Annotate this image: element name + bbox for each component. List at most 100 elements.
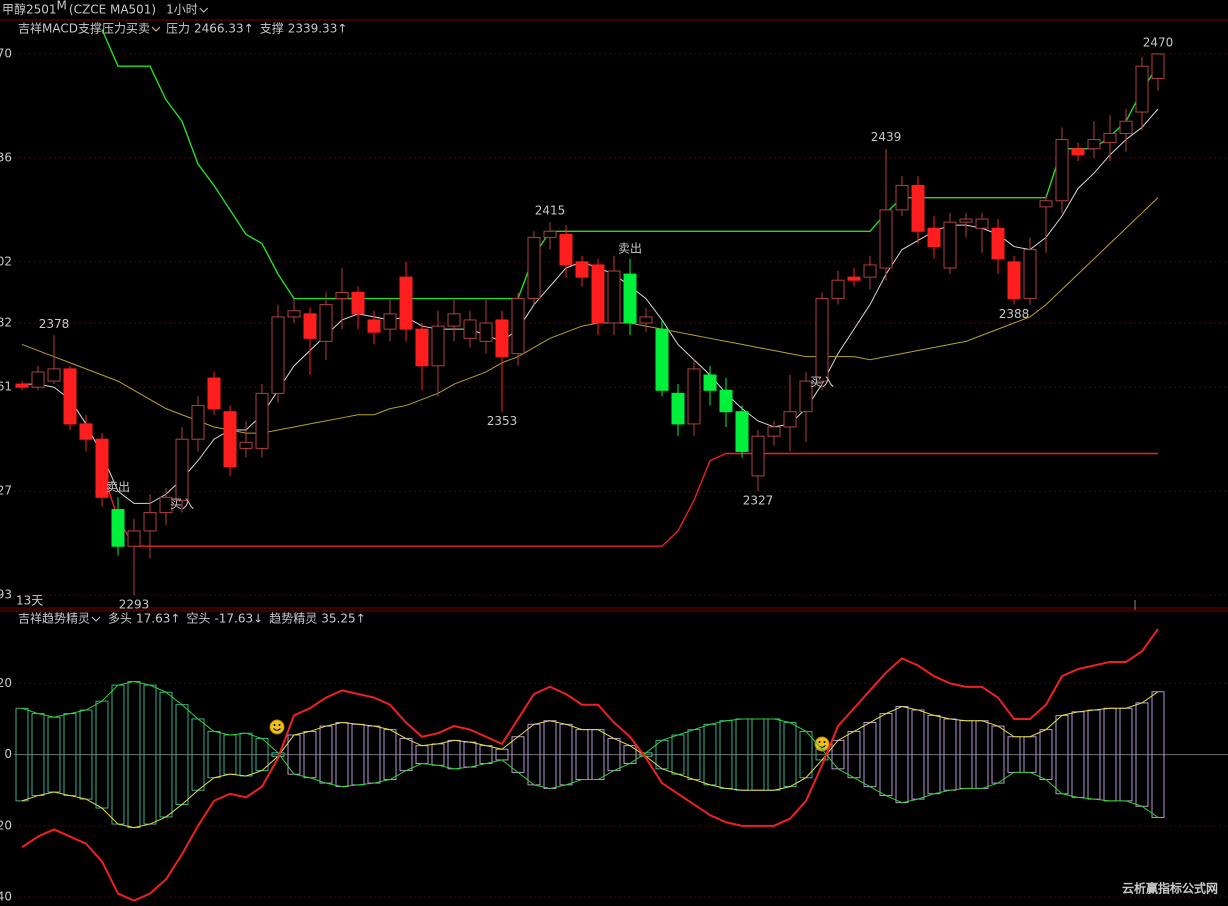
indicator-line [21, 197, 1159, 434]
candle-body [1071, 148, 1085, 156]
candle-body [719, 389, 733, 413]
candle-body [1007, 261, 1021, 300]
legend-value: 2466.33 [194, 22, 244, 36]
candle-body [799, 380, 813, 413]
legend-name: 多头 [108, 612, 132, 626]
candle-body [399, 276, 413, 330]
candle-body [639, 316, 653, 324]
candle-body [895, 184, 909, 211]
price-label: 2439 [871, 130, 902, 144]
candle-body [1151, 53, 1165, 79]
candle-body [383, 313, 397, 330]
candle-body [303, 313, 317, 339]
candle-body [15, 383, 29, 388]
superscript: M [57, 0, 67, 13]
indicator-line [21, 628, 1159, 902]
price-label: 2388 [999, 307, 1030, 321]
candle-body [207, 377, 221, 410]
indicator-line [22, 108, 1159, 504]
legend-trend: ↑ [337, 22, 347, 36]
dropdown-icon [91, 616, 101, 622]
y-tick-label: -20 [0, 818, 12, 832]
candle-body [479, 322, 493, 342]
candle-body [671, 392, 685, 425]
y-tick-label: 2382 [0, 316, 12, 330]
candle-body [351, 291, 365, 315]
candle-body [991, 227, 1005, 260]
candle-body [223, 411, 237, 468]
y-tick-label: 2402 [0, 254, 12, 268]
y-tick-label: 2470 [0, 46, 12, 60]
candle-body [1023, 249, 1037, 300]
legend-name: 支撑 [260, 21, 284, 36]
watermark: 云析赢指标公式网 [1122, 881, 1218, 896]
candle-body [159, 496, 173, 514]
legend-name: 空头 [186, 612, 210, 626]
dropdown-icon [199, 7, 209, 13]
candle-body [431, 325, 445, 367]
y-tick-label: 20 [0, 676, 12, 690]
indicator-line [21, 691, 1159, 829]
contract-code: (CZCE MA501) [69, 3, 156, 17]
candle-body [815, 298, 829, 382]
price-label: 2327 [743, 494, 774, 508]
candle-body [735, 411, 749, 452]
candle-body [1087, 139, 1101, 150]
candle-body [463, 319, 477, 339]
candle-body [975, 218, 989, 229]
legend-value: 35.25 [321, 612, 355, 626]
indicator-line [101, 452, 1158, 547]
y-tick-label: 2327 [0, 484, 12, 498]
y-tick-label: 2293 [0, 588, 12, 602]
candle-body [591, 264, 605, 324]
period: 1小时 [166, 3, 198, 17]
legend-trend: ↓ [253, 612, 263, 626]
candle-body [191, 405, 205, 440]
candle-body [879, 209, 893, 269]
candle-body [687, 368, 701, 425]
candle-body [143, 512, 157, 532]
signal-label: 买入 [810, 375, 834, 389]
candle-body [319, 304, 333, 342]
legend-trend: ↑ [244, 22, 254, 36]
candle-body [95, 438, 109, 498]
signal-label: 买入 [170, 497, 194, 511]
candle-body [335, 291, 349, 300]
candle-body [367, 319, 381, 333]
price-label: 2470 [1143, 35, 1174, 49]
legend-trend: ↑ [356, 612, 366, 626]
candle-body [47, 368, 61, 382]
candle-body [767, 426, 781, 437]
y-tick-label: 2436 [0, 150, 12, 164]
legend-trend: ↑ [170, 612, 180, 626]
candle-body [127, 530, 141, 547]
period-note: 13天 [16, 594, 43, 608]
candle-body [847, 276, 861, 281]
legend-name: 压力 [166, 22, 190, 36]
legend-value: 17.63 [136, 612, 170, 626]
indicator-title: 吉祥MACD支撑压力买卖 [18, 21, 150, 36]
candle-body [31, 371, 45, 388]
candle-body [447, 313, 461, 327]
candle-body [543, 230, 557, 238]
candle-body [559, 233, 573, 266]
candle-body [415, 328, 429, 367]
signal-label: 卖出 [618, 241, 642, 255]
candle-body [287, 310, 301, 318]
dropdown-icon [151, 26, 161, 32]
candle-body [655, 328, 669, 391]
candle-body [607, 270, 621, 324]
candle-body [79, 423, 93, 440]
candle-body [911, 184, 925, 232]
candle-body [575, 261, 589, 278]
price-label: 2293 [119, 598, 150, 612]
candle-body [623, 273, 637, 324]
legend-name: 趋势精灵 [269, 612, 317, 626]
indicator-line [101, 29, 1159, 300]
candle-body [1135, 65, 1149, 113]
candle-body [831, 279, 845, 300]
signal-label: 卖出 [106, 480, 130, 494]
y-tick-label: 2361 [0, 380, 12, 394]
